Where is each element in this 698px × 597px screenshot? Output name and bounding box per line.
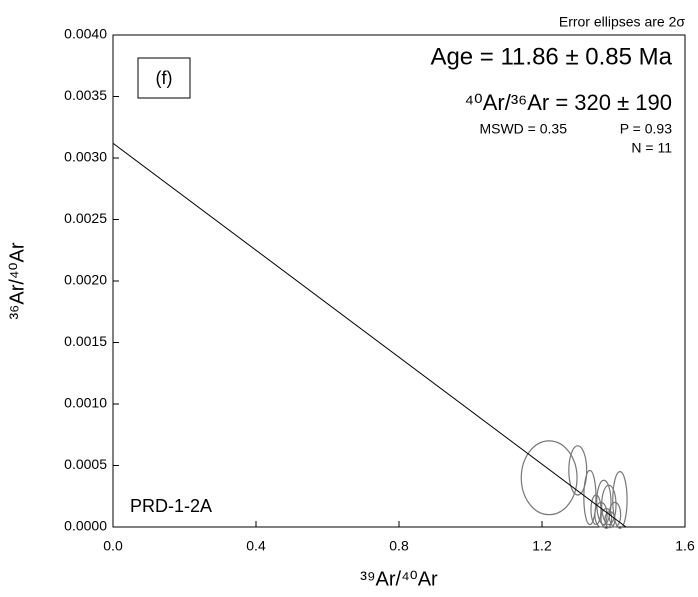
error-ellipse [600, 507, 613, 529]
label-box [137, 57, 191, 99]
x-tick-label: 0.8 [389, 538, 409, 554]
x-tick-label: 1.6 [675, 538, 695, 554]
y-tick-label: 0.0020 [64, 272, 107, 288]
panel-label: (f) [156, 68, 173, 88]
y-tick-label: 0.0015 [64, 333, 107, 349]
intercept: ⁴⁰Ar/³⁶Ar = 320 ± 190 [464, 90, 672, 115]
error-ellipse [590, 494, 602, 526]
error-ellipse [596, 479, 612, 526]
error-ellipse [612, 471, 628, 529]
y-tick-label: 0.0005 [64, 456, 107, 472]
y-tick-label: 0.0010 [64, 395, 107, 411]
note: Error ellipses are 2σ [559, 14, 685, 30]
fit-line [112, 142, 627, 528]
p-value: P = 0.93 [620, 121, 673, 137]
y-tick-label: 0.0035 [64, 87, 107, 103]
error-ellipse [583, 469, 597, 526]
x-tick-label: 0.4 [246, 538, 266, 554]
error-ellipse [520, 440, 578, 516]
x-axis-label: ³⁹Ar/⁴⁰Ar [360, 568, 438, 590]
x-tick-label: 1.2 [532, 538, 552, 554]
y-tick-label: 0.0000 [64, 518, 107, 534]
n-count: N = 11 [631, 140, 672, 156]
error-ellipse [568, 445, 588, 496]
age: Age = 11.86 ± 0.85 Ma [430, 43, 672, 70]
mswd: MSWD = 0.35 [479, 121, 567, 137]
x-tick-label: 0.0 [103, 538, 123, 554]
y-axis-label: ³⁶Ar/⁴⁰Ar [6, 242, 28, 319]
y-tick-label: 0.0030 [64, 149, 107, 165]
sample-label: PRD-1-2A [130, 496, 212, 516]
error-ellipse [594, 501, 608, 528]
y-tick-label: 0.0040 [64, 26, 107, 42]
error-ellipse [601, 484, 617, 526]
y-tick-label: 0.0025 [64, 210, 107, 226]
